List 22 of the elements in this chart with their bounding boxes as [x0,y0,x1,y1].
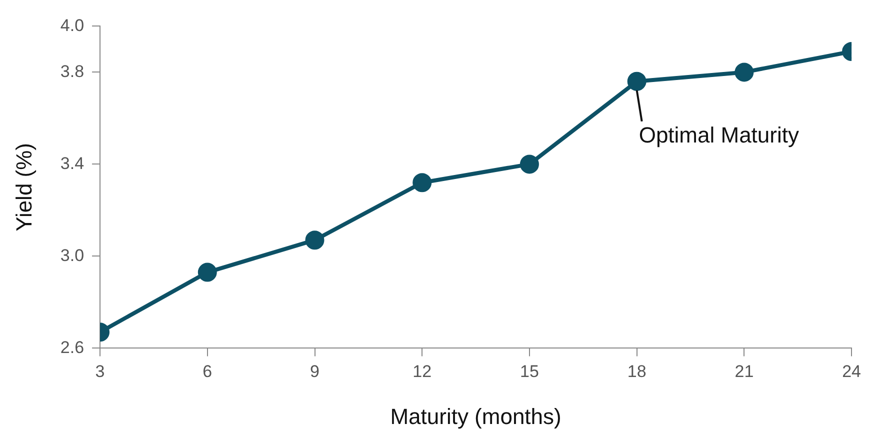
x-axis-title: Maturity (months) [390,404,562,429]
x-tick-label: 21 [734,362,754,382]
y-tick-label: 3.8 [60,62,84,81]
annotation: Optimal Maturity [638,122,799,148]
point [412,173,432,192]
point [627,72,646,91]
y-axis-title: Yield (%) [11,142,36,232]
point [520,154,539,174]
x-tick-label: 15 [520,362,539,382]
y-tick-label: 4.0 [60,16,84,35]
x-tick-label: 12 [412,362,432,382]
y-tick-label: 3.4 [60,154,84,173]
x-tick-label: 9 [310,362,320,382]
x-tick-label: 3 [95,362,105,382]
point [734,62,754,82]
x-tick-label: 18 [627,362,646,382]
y-tick-label: 2.6 [60,338,84,357]
x-tick-label: 24 [842,362,862,382]
point [305,230,324,250]
y-tick-label: 3.0 [60,246,84,265]
point [198,262,217,282]
x-tick-label: 6 [202,362,212,382]
